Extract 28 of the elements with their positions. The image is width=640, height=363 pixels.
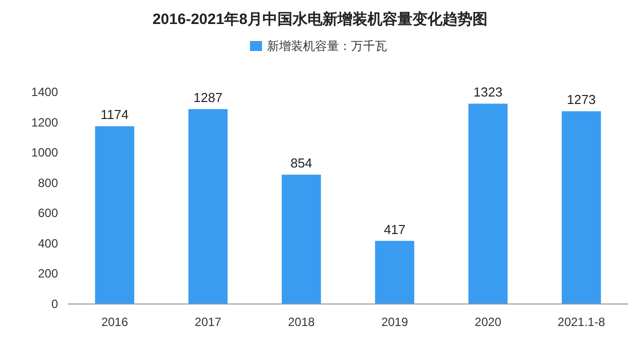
x-tick-label: 2016: [101, 315, 128, 329]
x-tick-label: 2021.1-8: [558, 315, 606, 329]
data-label: 1323: [474, 84, 502, 100]
bar: [282, 174, 321, 304]
x-tick-label: 2019: [381, 315, 408, 329]
data-label: 1287: [194, 90, 222, 106]
x-tick-label: 2018: [288, 315, 316, 329]
data-label: 1174: [100, 107, 129, 122]
y-tick-label: 0: [51, 297, 58, 311]
data-label: 417: [384, 222, 406, 237]
bar: [95, 126, 134, 304]
y-tick-label: 1000: [31, 146, 58, 160]
bar: [375, 240, 414, 304]
chart-title: 2016-2021年8月中国水电新增装机容量变化趋势图: [152, 10, 488, 28]
data-label: 1273: [566, 92, 596, 108]
y-tick-label: 200: [38, 266, 58, 281]
legend-label: 新增装机容量：万千瓦: [267, 39, 387, 53]
data-label: 854: [290, 156, 312, 171]
x-tick-label: 2020: [474, 315, 502, 329]
bar: [188, 109, 228, 304]
bar: [468, 104, 508, 304]
y-tick-label: 1200: [31, 115, 58, 130]
x-tick-label: 2017: [194, 315, 222, 329]
bar: [562, 111, 601, 304]
y-tick-label: 1400: [31, 85, 58, 99]
y-tick-label: 800: [38, 176, 58, 190]
y-tick-label: 400: [38, 236, 58, 250]
y-tick-label: 600: [38, 206, 58, 220]
